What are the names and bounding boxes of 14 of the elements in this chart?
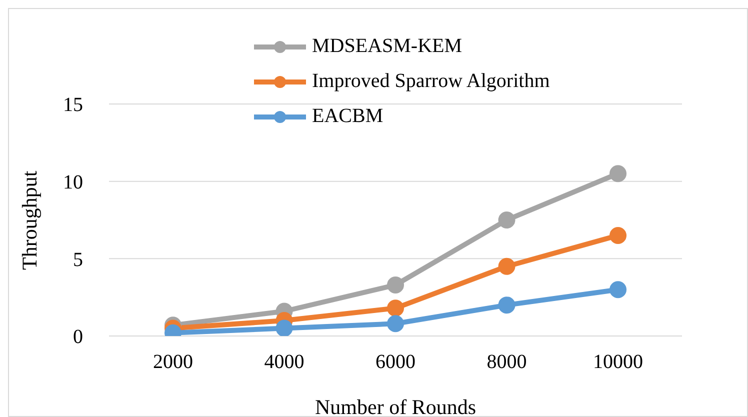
x-tick-label: 8000 [486,351,527,374]
y-tick-label: 5 [73,248,83,271]
x-axis-title: Number of Rounds [315,395,476,417]
y-tick-label: 0 [73,326,83,348]
legend-label: MDSEASM-KEM [312,35,462,58]
legend-label: EACBM [312,105,384,128]
x-tick-label: 6000 [376,351,416,374]
y-tick-label: 15 [63,94,83,116]
x-tick-label: 2000 [153,351,193,374]
y-axis-title: Throughput [17,170,42,270]
y-tick-label: 10 [63,171,83,194]
x-tick-label: 4000 [264,351,304,374]
x-tick-label: 10000 [593,351,643,374]
legend-label: Improved Sparrow Algorithm [312,70,550,93]
